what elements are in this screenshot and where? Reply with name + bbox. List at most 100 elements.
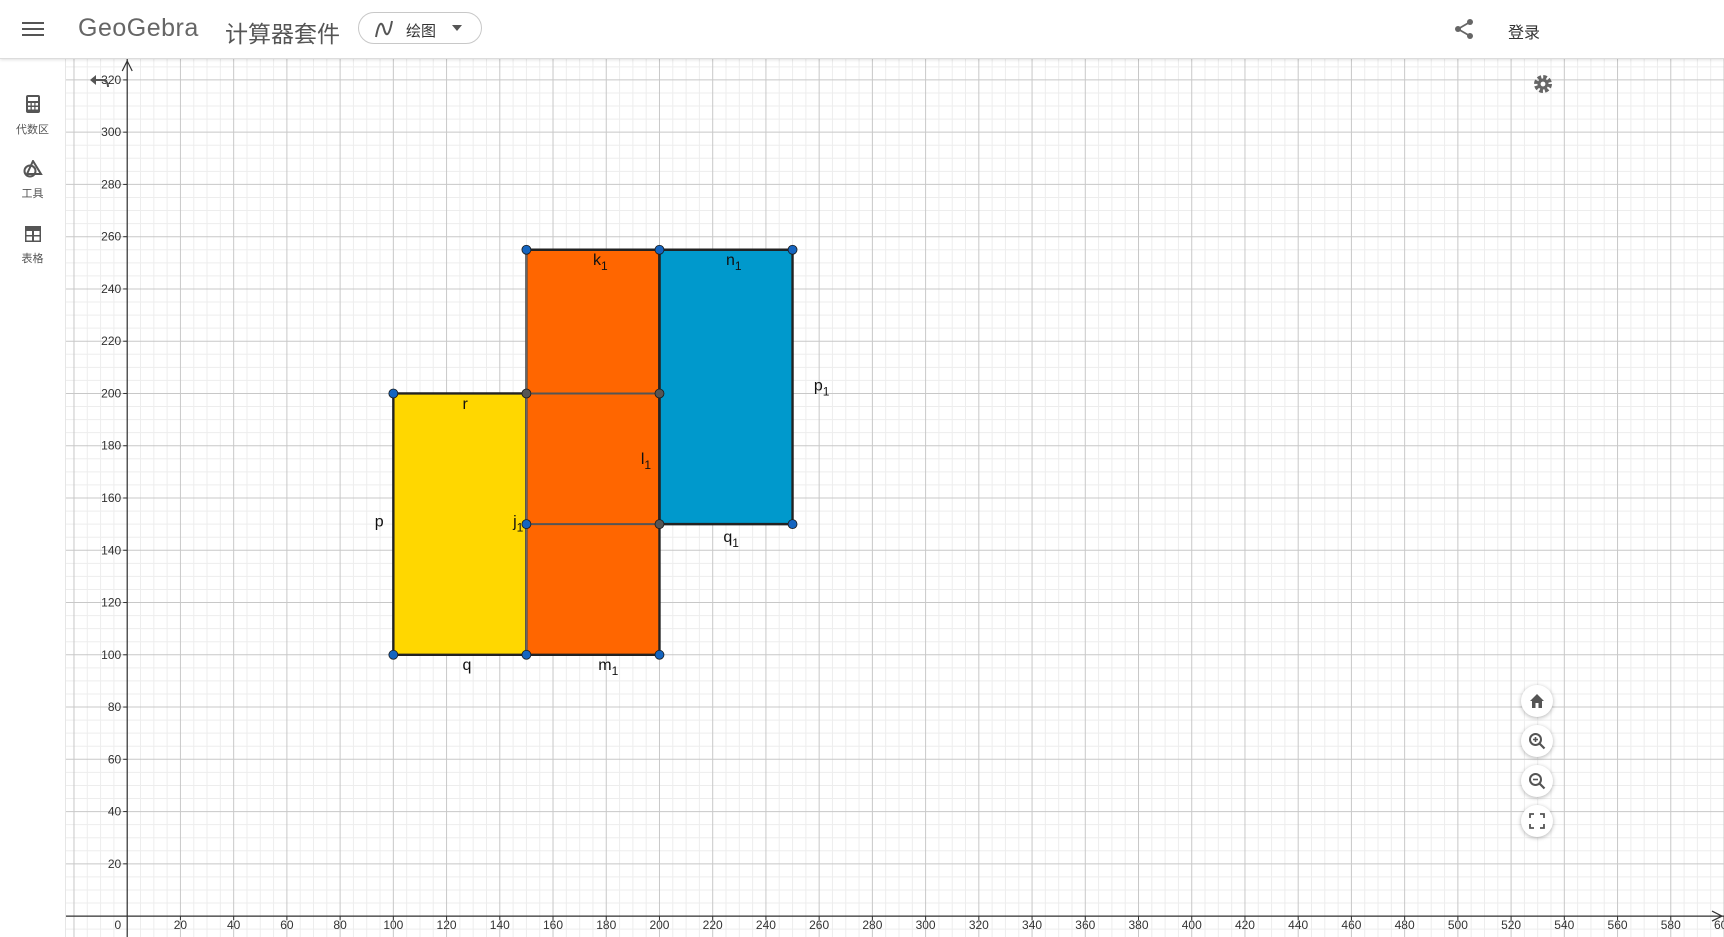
y-tick-label: 240 — [101, 282, 121, 296]
undo-icon[interactable] — [88, 73, 110, 91]
hamburger-menu-icon[interactable] — [22, 19, 44, 39]
home-icon — [1530, 694, 1544, 708]
free-point[interactable] — [654, 244, 665, 255]
share-icon[interactable] — [1452, 17, 1476, 41]
y-tick-label: 200 — [101, 386, 121, 400]
fullscreen-icon — [1529, 813, 1545, 829]
y-axis-arrow — [121, 59, 133, 72]
y-tick-label: 180 — [101, 439, 121, 453]
x-axis-arrow — [1711, 910, 1724, 922]
free-point[interactable] — [787, 244, 798, 255]
x-tick-label: 500 — [1448, 918, 1468, 932]
y-tick-label: 60 — [108, 752, 122, 766]
settings-gear-icon[interactable] — [1532, 73, 1554, 95]
x-tick-label: 260 — [809, 918, 829, 932]
x-tick-label: 480 — [1395, 918, 1415, 932]
sidebar-item-label: 表格 — [21, 253, 44, 265]
dependent-point[interactable] — [654, 519, 665, 530]
x-tick-label: 360 — [1075, 918, 1095, 932]
object-label[interactable]: j1 — [512, 514, 524, 535]
x-tick-label: 160 — [543, 918, 563, 932]
tools-icon — [23, 158, 43, 178]
dependent-point[interactable] — [521, 388, 532, 399]
zoom-in-button[interactable] — [1521, 725, 1553, 757]
y-tick-label: 220 — [101, 334, 121, 348]
y-tick-label: 120 — [101, 596, 121, 610]
blue-rect[interactable] — [658, 248, 794, 526]
yellow-rect[interactable] — [392, 392, 528, 656]
left-sidebar: 代数区 工具 表格 — [0, 59, 66, 937]
x-tick-label: 560 — [1608, 918, 1628, 932]
graph-canvas[interactable]: 20 40 60 80 100 120 140 160 180 200 220 240 260 280 30… — [66, 59, 1724, 937]
x-tick-label: 80 — [333, 918, 347, 932]
y-tick-label: 80 — [108, 700, 122, 714]
object-label[interactable]: l1 — [641, 451, 652, 472]
app-switch-label: 绘图 — [406, 23, 437, 40]
x-tick-label: 220 — [703, 918, 723, 932]
x-tick-label: 300 — [916, 918, 936, 932]
object-label[interactable]: q — [463, 657, 472, 674]
free-point[interactable] — [388, 388, 399, 399]
zoom-out-icon — [1529, 773, 1546, 790]
x-tick-label: 280 — [862, 918, 882, 932]
free-point[interactable] — [521, 519, 532, 530]
app-title: 计算器套件 — [225, 21, 340, 47]
home-view-button[interactable] — [1521, 685, 1553, 717]
x-tick-label: 580 — [1661, 918, 1681, 932]
x-tick-label: 440 — [1288, 918, 1308, 932]
x-tick-label: 20 — [174, 918, 188, 932]
y-tick-label: 20 — [108, 857, 122, 871]
top-bar: GeoGebra 计算器套件 绘图 登录 — [0, 0, 1724, 59]
free-point[interactable] — [521, 244, 532, 255]
y-tick-label: 100 — [101, 648, 121, 662]
sidebar-item-label: 工具 — [21, 188, 44, 200]
x-tick-label: 140 — [490, 918, 510, 932]
caret-down-icon — [452, 25, 462, 31]
graphics-view[interactable]: 20 40 60 80 100 120 140 160 180 200 220 240 260 280 30… — [66, 59, 1724, 937]
zoom-out-button[interactable] — [1521, 765, 1553, 797]
x-tick-label: 340 — [1022, 918, 1042, 932]
x-tick-label: 240 — [756, 918, 776, 932]
orange-rect[interactable] — [525, 248, 661, 656]
zoom-in-icon — [1529, 733, 1546, 750]
x-tick-label: 100 — [383, 918, 403, 932]
y-tick-label: 280 — [101, 177, 121, 191]
dependent-point[interactable] — [654, 388, 665, 399]
fullscreen-button[interactable] — [1521, 805, 1553, 837]
free-point[interactable] — [787, 519, 798, 530]
x-tick-label: 380 — [1128, 918, 1148, 932]
y-tick-label: 300 — [101, 125, 121, 139]
geogebra-logo[interactable]: GeoGebra — [78, 14, 199, 42]
login-button[interactable]: 登录 — [1508, 25, 1541, 42]
graphing-icon — [375, 20, 393, 38]
sidebar-item-table[interactable]: 表格 — [0, 225, 65, 266]
x-tick-label: 520 — [1501, 918, 1521, 932]
sidebar-item-algebra[interactable]: 代数区 — [0, 94, 65, 137]
y-tick-label: 260 — [101, 230, 121, 244]
y-tick-label: 140 — [101, 543, 121, 557]
object-label[interactable]: m1 — [598, 657, 618, 678]
x-tick-label: 320 — [969, 918, 989, 932]
y-tick-label: 320 — [101, 73, 121, 87]
x-tick-label: 460 — [1341, 918, 1361, 932]
x-tick-label: 600 — [1714, 918, 1724, 932]
y-tick-label: 160 — [101, 491, 121, 505]
object-label[interactable]: r — [463, 396, 469, 413]
x-tick-label: 60 — [280, 918, 294, 932]
origin-label: 0 — [115, 918, 122, 932]
app-switch-dropdown[interactable]: 绘图 — [358, 12, 482, 44]
x-tick-label: 180 — [596, 918, 616, 932]
x-tick-label: 200 — [649, 918, 669, 932]
object-label[interactable]: p — [375, 514, 384, 531]
y-tick-label: 40 — [108, 805, 122, 819]
calculator-icon — [25, 95, 40, 113]
table-icon — [24, 226, 41, 242]
free-point[interactable] — [654, 649, 665, 660]
free-point[interactable] — [388, 649, 399, 660]
sidebar-item-label: 代数区 — [16, 124, 49, 136]
free-point[interactable] — [521, 649, 532, 660]
sidebar-item-tools[interactable]: 工具 — [0, 158, 65, 201]
x-tick-label: 400 — [1182, 918, 1202, 932]
x-tick-label: 120 — [437, 918, 457, 932]
x-tick-label: 540 — [1554, 918, 1574, 932]
